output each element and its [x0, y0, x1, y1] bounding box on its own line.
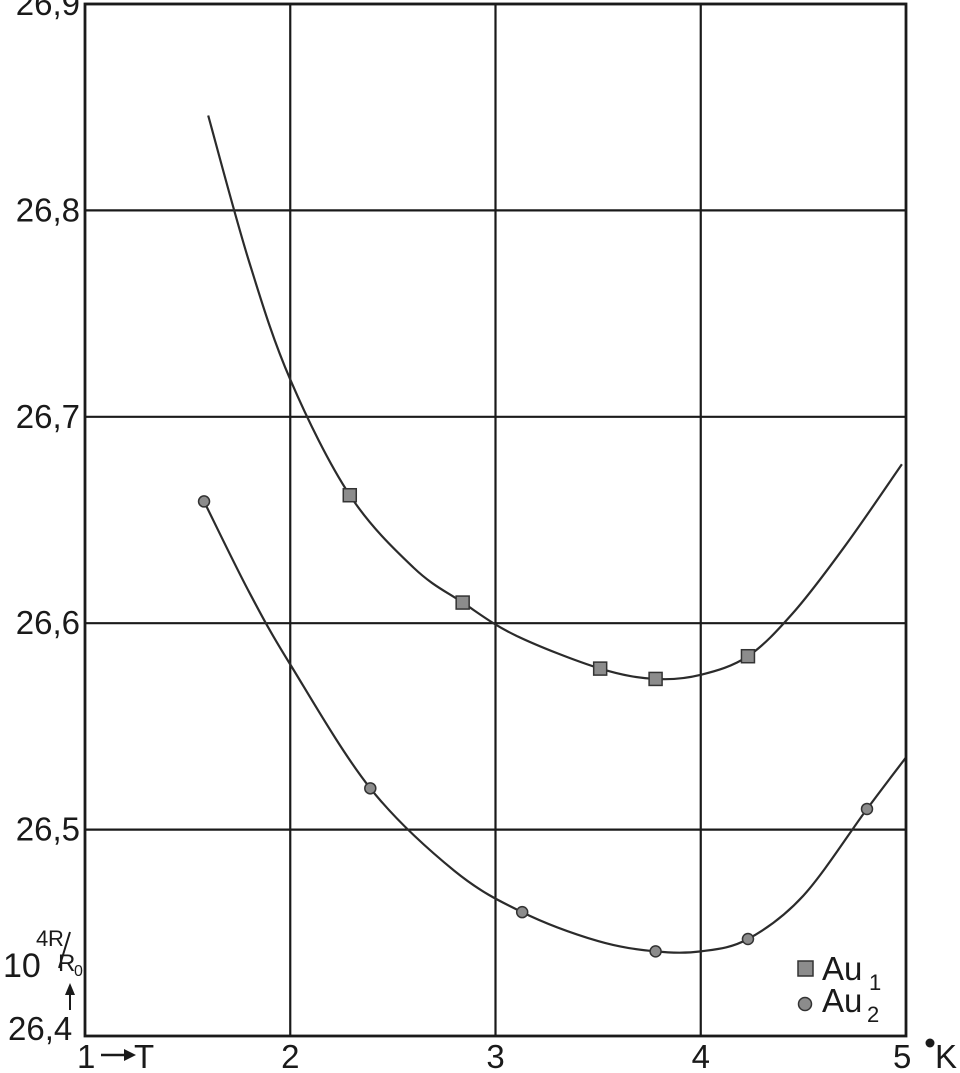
- x-tick-label: 3: [486, 1038, 504, 1073]
- y-tick-label: 26,9: [16, 0, 80, 22]
- data-point-au2: [741, 932, 755, 946]
- legend-label-au1: Au: [822, 950, 862, 987]
- legend-item-au1: Au 1: [797, 950, 881, 995]
- y-axis-arrow-icon: [65, 983, 75, 1010]
- y-tick-label: 26,7: [16, 398, 80, 435]
- legend-square-marker-icon: [797, 960, 814, 977]
- x-unit-label: K: [935, 1038, 957, 1073]
- legend-subscript-au2: 2: [867, 1002, 879, 1027]
- x-axis-arrow-icon: [101, 1049, 136, 1061]
- degree-dot-icon: [925, 1038, 935, 1048]
- data-point-au1: [592, 661, 608, 676]
- legend: Au 1 Au 2: [797, 950, 881, 1027]
- legend-subscript-au1: 1: [869, 970, 881, 995]
- plot-frame: [83, 2, 908, 1038]
- legend-circle-marker-icon: [797, 996, 813, 1012]
- y-tick-label: 26,6: [16, 604, 80, 641]
- data-point-au2: [649, 945, 662, 958]
- data-point-au2: [860, 802, 874, 816]
- y-label-exponent: 4: [36, 926, 48, 951]
- legend-label-au2: Au: [822, 982, 862, 1019]
- data-point-au2: [515, 905, 529, 919]
- y-label-denominator: R: [58, 950, 75, 977]
- data-point-au1: [342, 487, 358, 503]
- data-point-au2: [197, 495, 211, 508]
- y-label-denominator-subscript: 0: [74, 963, 83, 980]
- data-point-au1: [648, 671, 663, 687]
- x-tick-label: 2: [281, 1038, 299, 1073]
- y-tick-label: 26,8: [16, 191, 80, 228]
- y-axis-label: 10 4 R R 0: [3, 926, 83, 985]
- y-origin-tick-label: 26,4: [8, 1010, 72, 1047]
- curve-layer: [203, 115, 907, 954]
- data-point-au2: [364, 782, 377, 795]
- series-line-au1: [207, 115, 903, 681]
- y-label-prefix: 10: [3, 947, 41, 985]
- x-tick-label: 4: [692, 1038, 710, 1073]
- grid-layer: [85, 2, 906, 1036]
- x-origin-tick-label: 1: [77, 1038, 95, 1073]
- tick-label-layer: 2 3 4 26,5 26,6 26,7 26,8 26,9: [16, 0, 710, 1073]
- x-axis-label: T: [134, 1038, 154, 1073]
- series-line-au2: [203, 500, 907, 954]
- y-label-numerator: R: [48, 926, 64, 951]
- legend-item-au2: Au 2: [797, 982, 879, 1027]
- marker-layer: [197, 487, 874, 958]
- x-end-tick-label: 5: [893, 1038, 911, 1073]
- data-point-au1: [740, 648, 756, 664]
- y-tick-label: 26,5: [16, 811, 80, 848]
- data-point-au1: [455, 595, 470, 610]
